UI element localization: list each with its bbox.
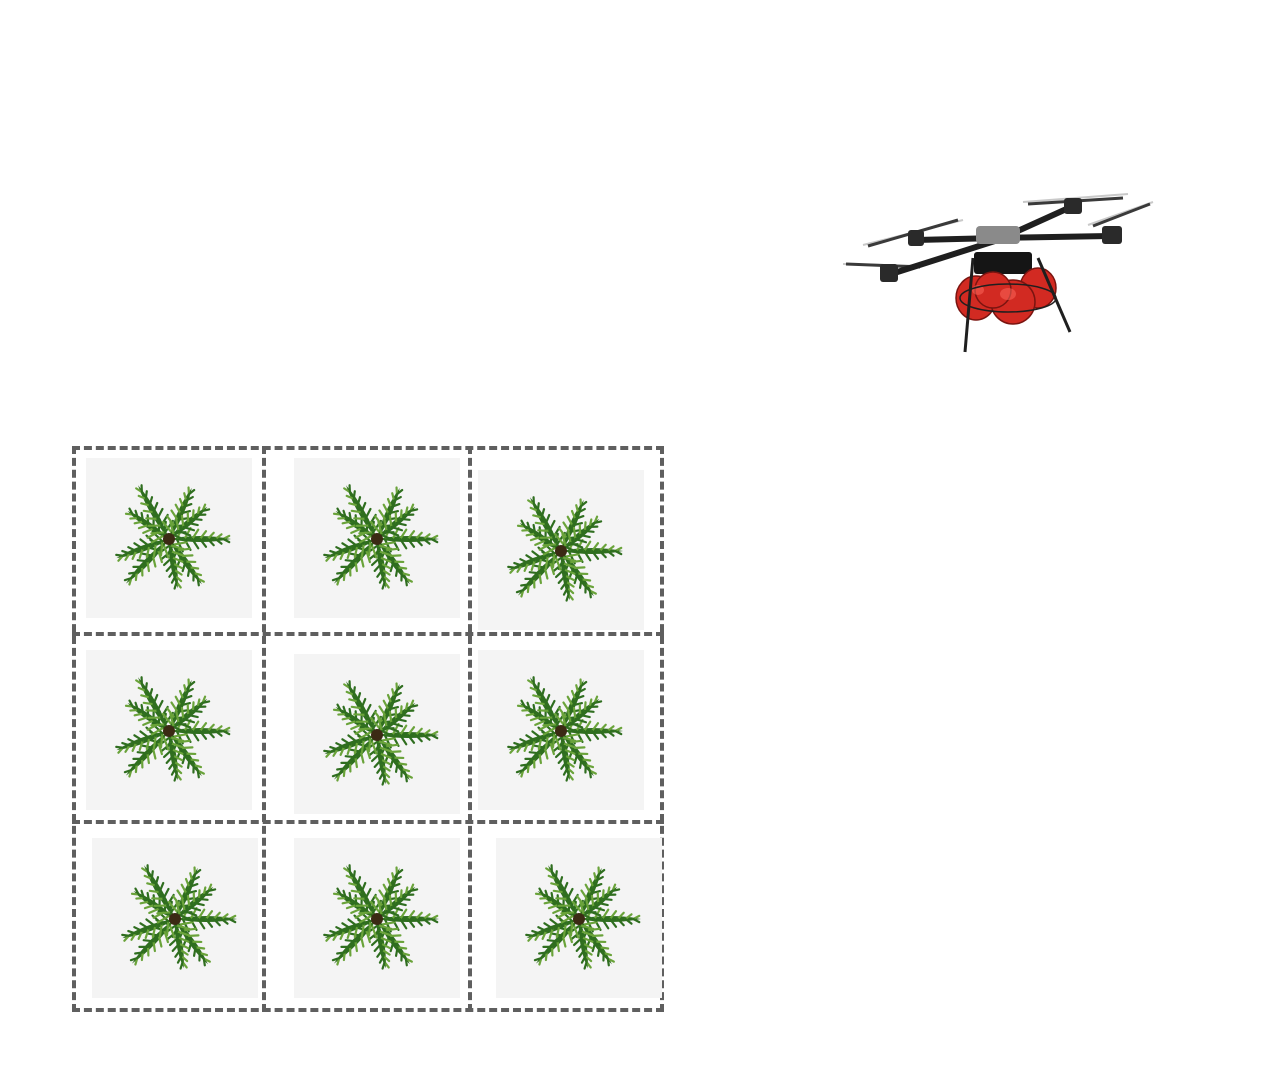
plot-cell-r3-c1 <box>92 838 258 998</box>
plot-cell-r2-c1 <box>86 650 252 810</box>
plot-cell-r1-c2 <box>294 458 460 618</box>
plot-cell-r2-c3 <box>478 650 644 810</box>
plot-cell-r1-c1 <box>86 458 252 618</box>
plot-cell-r3-c3 <box>496 838 662 998</box>
plot-grid-border <box>72 446 664 1012</box>
plot-cell-r3-c2 <box>294 838 460 998</box>
drone-icon <box>838 190 1158 360</box>
plot-cell-r2-c2 <box>294 654 460 814</box>
plot-grid <box>72 446 664 1012</box>
grid-divider-vertical <box>262 446 266 1012</box>
grid-divider-vertical <box>468 446 472 1012</box>
grid-divider-horizontal <box>72 820 664 824</box>
grid-divider-horizontal <box>72 632 664 636</box>
plot-cell-r1-c3 <box>478 470 644 630</box>
